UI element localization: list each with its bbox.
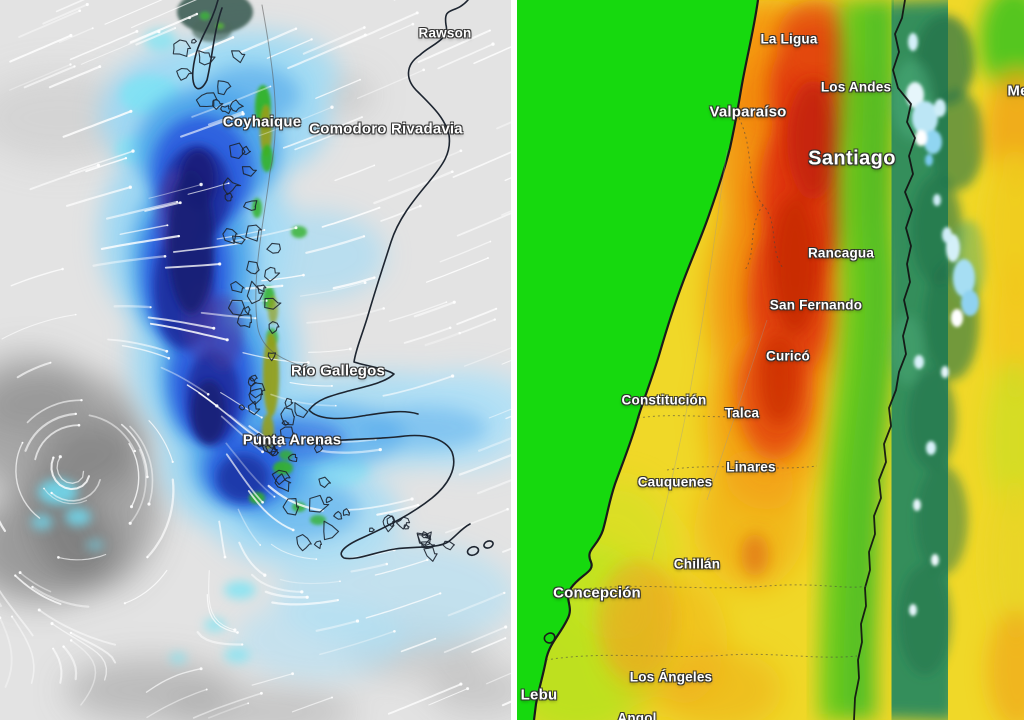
snow-patches — [906, 33, 979, 616]
small-islands — [466, 540, 494, 557]
pacific-coastline — [532, 0, 760, 720]
temperature-map-canvas — [517, 0, 1024, 720]
region-borders — [545, 117, 868, 661]
chile-argentina-border — [853, 0, 916, 720]
precipitation-wind-map-canvas — [0, 0, 511, 720]
atlantic-coastline — [308, 0, 469, 420]
northern-gulf-coast — [191, 0, 223, 90]
foothill-green-band — [817, 0, 898, 720]
top-terrain-blob — [177, 0, 253, 42]
precipitation-wind-map-panel[interactable]: Rawson Coyhaique Comodoro Rivadavia Río Gal… — [0, 0, 511, 720]
coastal-islet — [543, 632, 556, 644]
wind-streamlines-layer — [0, 0, 511, 719]
argentina-side-strip — [979, 0, 1024, 720]
fjord-archipelago-layer — [172, 38, 456, 562]
panel-divider — [511, 0, 517, 720]
argentina-chile-border — [255, 4, 307, 369]
river-lines — [651, 149, 768, 561]
